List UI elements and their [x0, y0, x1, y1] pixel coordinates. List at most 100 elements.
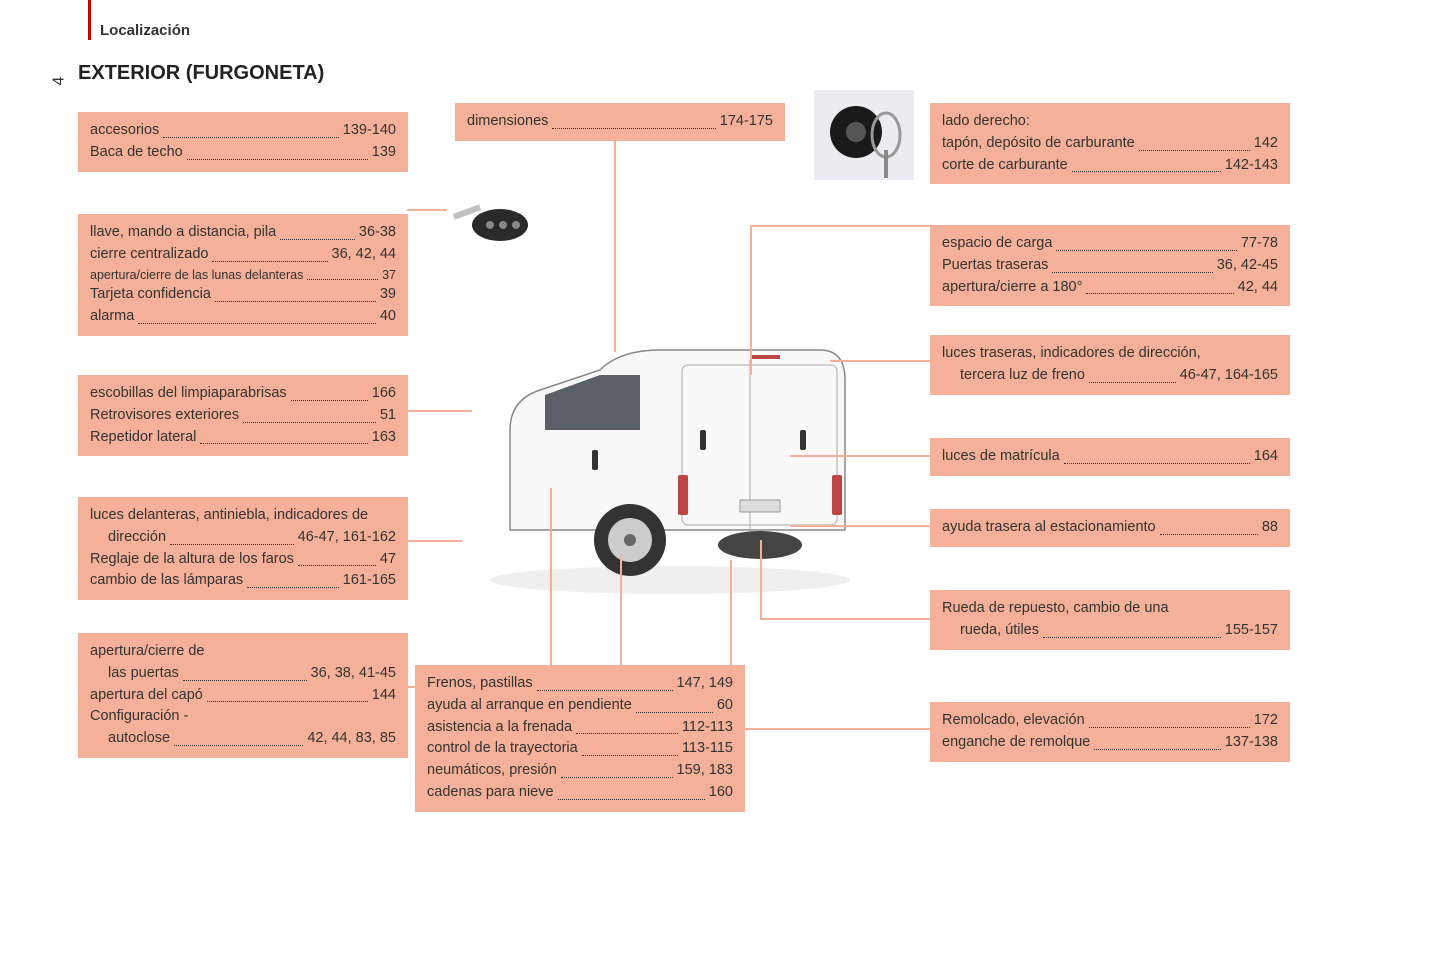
box-luces-delanteras: luces delanteras, antiniebla, indicadore…	[78, 497, 408, 600]
entry-label: Repetidor lateral	[90, 427, 196, 449]
entry-pages: 36, 42-45	[1217, 255, 1278, 277]
entry-label: alarma	[90, 306, 134, 328]
entry-label: dirección	[108, 527, 166, 549]
entry-label: luces de matrícula	[942, 446, 1060, 468]
entry-label: Puertas traseras	[942, 255, 1048, 277]
box-escobillas: escobillas del limpiaparabrisas 166 Retrov…	[78, 375, 408, 456]
entry-pages: 164	[1254, 446, 1278, 468]
connector-line	[407, 209, 447, 211]
key-fob-icon	[445, 195, 535, 250]
entry-pages: 155-157	[1225, 620, 1278, 642]
box-dimensiones: dimensiones 174-175	[455, 103, 785, 141]
entry-label: neumáticos, presión	[427, 760, 557, 782]
entry-label: Baca de techo	[90, 142, 183, 164]
entry-pages: 60	[717, 695, 733, 717]
entry-label: asistencia a la frenada	[427, 717, 572, 739]
box-lado-derecho: lado derecho:tapón, depósito de carburan…	[930, 103, 1290, 184]
entry-pages: 139	[372, 142, 396, 164]
entry-pages: 161-165	[343, 570, 396, 592]
box-rueda-repuesto: Rueda de repuesto, cambio de unarueda, ú…	[930, 590, 1290, 650]
entry-pages: 46-47, 164-165	[1180, 365, 1278, 387]
entry-pages: 144	[372, 685, 396, 707]
entry-label: apertura/cierre de las lunas delanteras	[90, 266, 303, 285]
entry-pages: 142-143	[1225, 155, 1278, 177]
page-title: EXTERIOR (FURGONETA)	[78, 62, 324, 85]
entry-label: apertura del capó	[90, 685, 203, 707]
entry-label: control de la trayectoria	[427, 738, 578, 760]
box-accesorios: accesorios 139-140 Baca de techo 139	[78, 112, 408, 172]
connector-line	[750, 225, 752, 375]
entry-pages: 174-175	[720, 111, 773, 133]
entry-pages: 39	[380, 284, 396, 306]
entry-label: dimensiones	[467, 111, 548, 133]
entry-label: llave, mando a distancia, pila	[90, 222, 276, 244]
entry-pages: 113-115	[682, 738, 733, 760]
entry-pages: 42, 44	[1238, 277, 1278, 299]
connector-line	[790, 455, 930, 457]
entry-label: Retrovisores exteriores	[90, 405, 239, 427]
entry-label: cadenas para nieve	[427, 782, 554, 804]
entry-label: Configuración -	[90, 706, 396, 728]
entry-pages: 159, 183	[677, 760, 733, 782]
entry-pages: 36, 38, 41-45	[311, 663, 396, 685]
entry-label: escobillas del limpiaparabrisas	[90, 383, 287, 405]
box-header: lado derecho:	[942, 111, 1278, 133]
box-espacio-carga: espacio de carga77-78Puertas traseras36,…	[930, 225, 1290, 306]
entry-pages: 142	[1254, 133, 1278, 155]
entry-pages: 40	[380, 306, 396, 328]
entry-pages: 172	[1254, 710, 1278, 732]
box-luces-matricula: luces de matrícula 164	[930, 438, 1290, 476]
entry-pages: 51	[380, 405, 396, 427]
entry-pages: 163	[372, 427, 396, 449]
entry-label: espacio de carga	[942, 233, 1052, 255]
entry-label: cierre centralizado	[90, 244, 208, 266]
connector-line	[760, 540, 762, 620]
entry-pages: 36, 42, 44	[332, 244, 397, 266]
connector-line	[620, 555, 622, 665]
entry-label: cambio de las lámparas	[90, 570, 243, 592]
entry-label: Tarjeta confidencia	[90, 284, 211, 306]
van-illustration	[450, 300, 890, 600]
entry-label: luces traseras, indicadores de dirección…	[942, 343, 1278, 365]
entry-label: luces delanteras, antiniebla, indicadore…	[90, 505, 396, 527]
box-frenos: Frenos, pastillas 147, 149 ayuda al arranq…	[415, 665, 745, 812]
entry-label: tercera luz de freno	[960, 365, 1085, 387]
connector-line	[614, 132, 616, 352]
connector-line	[830, 360, 930, 362]
entry-pages: 137-138	[1225, 732, 1278, 754]
connector-line	[760, 618, 930, 620]
entry-label: Frenos, pastillas	[427, 673, 533, 695]
entry-label: accesorios	[90, 120, 159, 142]
connector-line	[790, 525, 930, 527]
connector-line	[550, 488, 552, 688]
box-llave: llave, mando a distancia, pila 36-38 cierr…	[78, 214, 408, 336]
entry-label: las puertas	[108, 663, 179, 685]
box-remolcado: Remolcado, elevación 172 enganche de remol…	[930, 702, 1290, 762]
box-apertura-puertas: apertura/cierre delas puertas 36, 38, 41-…	[78, 633, 408, 758]
entry-pages: 160	[709, 782, 733, 804]
entry-pages: 46-47, 161-162	[298, 527, 396, 549]
connector-line	[730, 728, 930, 730]
entry-pages: 166	[372, 383, 396, 405]
entry-label: Remolcado, elevación	[942, 710, 1085, 732]
entry-label: tapón, depósito de carburante	[942, 133, 1135, 155]
entry-label: apertura/cierre de	[90, 641, 396, 663]
box-ayuda-trasera: ayuda trasera al estacionamiento88	[930, 509, 1290, 547]
entry-label: corte de carburante	[942, 155, 1068, 177]
entry-pages: 42, 44, 83, 85	[307, 728, 396, 750]
entry-label: rueda, útiles	[960, 620, 1039, 642]
entry-pages: 36-38	[359, 222, 396, 244]
entry-label: autoclose	[108, 728, 170, 750]
entry-label: apertura/cierre a 180°	[942, 277, 1082, 299]
fuel-cap-thumbnail	[814, 90, 914, 180]
entry-label: ayuda trasera al estacionamiento	[942, 517, 1156, 539]
entry-label: Reglaje de la altura de los faros	[90, 549, 294, 571]
entry-label: ayuda al arranque en pendiente	[427, 695, 632, 717]
connector-line	[750, 225, 930, 227]
entry-pages: 147, 149	[677, 673, 733, 695]
entry-pages: 112-113	[682, 717, 733, 739]
connector-line	[407, 540, 462, 542]
breadcrumb: Localización	[100, 22, 190, 39]
entry-pages: 139-140	[343, 120, 396, 142]
entry-label: enganche de remolque	[942, 732, 1090, 754]
